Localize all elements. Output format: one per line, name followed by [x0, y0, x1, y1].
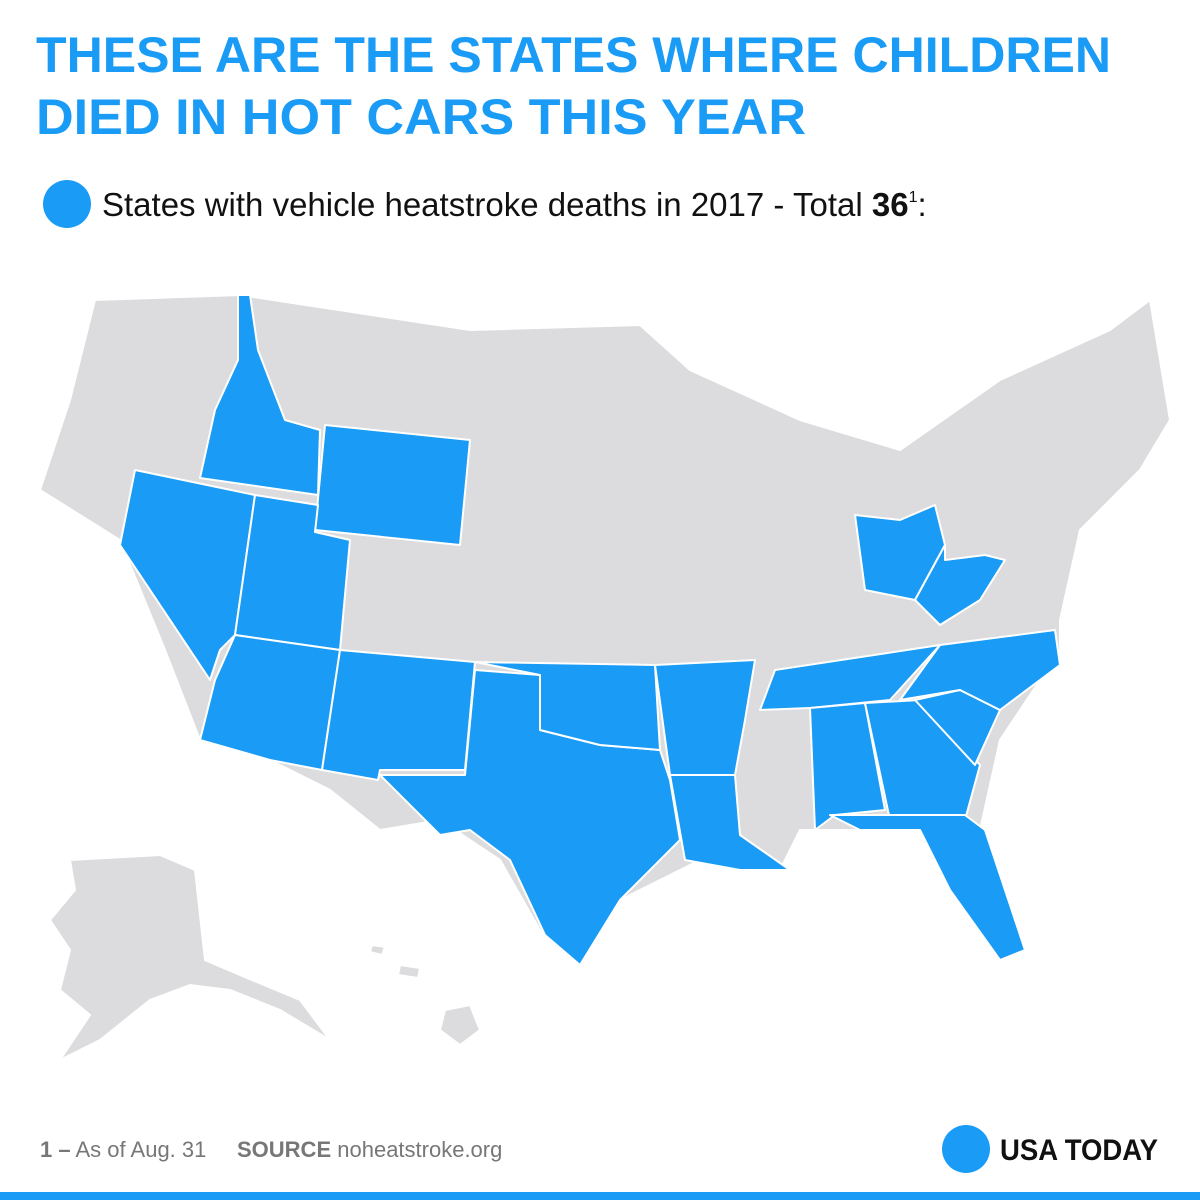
bottom-bar [0, 1192, 1200, 1200]
brand-dot [942, 1125, 990, 1173]
legend-swatch [43, 180, 91, 228]
footnote-text: As of Aug. 31 [76, 1137, 207, 1162]
state [809, 702, 886, 831]
source-text: noheatstroke.org [337, 1137, 502, 1162]
source: SOURCE noheatstroke.org [237, 1137, 502, 1162]
state [829, 814, 1026, 961]
highlighted-states [119, 294, 1061, 966]
footnote-marker: 1 – [40, 1137, 71, 1162]
state [199, 294, 321, 496]
alaska [48, 853, 331, 1063]
state [321, 649, 476, 781]
hawaii [368, 943, 387, 957]
hawaii [438, 1003, 482, 1047]
legend-suffix: : [917, 186, 926, 223]
footnote: 1 – As of Aug. 31 [40, 1137, 206, 1162]
state [864, 699, 981, 821]
hawaii [396, 963, 422, 980]
legend-label: States with vehicle heatstroke deaths in… [102, 186, 927, 223]
state [314, 424, 471, 546]
legend-total: 36 [872, 186, 909, 223]
note-marker: 1 [909, 189, 918, 206]
title-line: THESE ARE THE STATES WHERE CHILDREN [36, 27, 1111, 83]
state [654, 659, 756, 776]
brand: USA TODAY [1000, 1134, 1158, 1167]
state [899, 629, 1061, 711]
source-label: SOURCE [237, 1137, 331, 1162]
title-line: DIED IN HOT CARS THIS YEAR [36, 89, 806, 145]
legend-text: States with vehicle heatstroke deaths in… [102, 186, 863, 223]
state [914, 544, 1006, 626]
state [669, 774, 791, 871]
